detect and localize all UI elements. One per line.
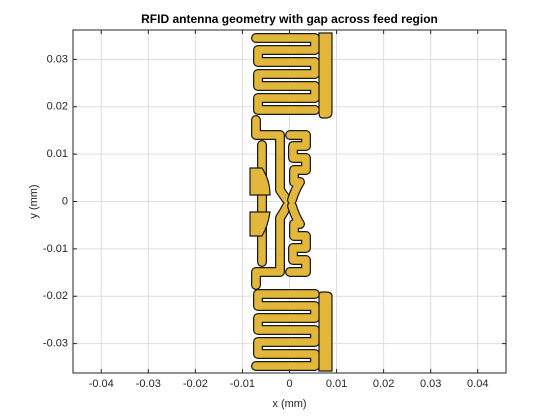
antenna-trace [252,34,319,114]
x-tick-label: -0.02 [183,378,208,390]
x-tick-label: 0.02 [373,378,394,390]
y-tick-label: 0.01 [47,148,68,160]
x-tick-label: 0.03 [420,378,441,390]
antenna-pad [249,211,271,237]
y-tick-label: 0.02 [47,101,68,113]
antenna-trace [286,131,310,276]
x-tick-label: 0.01 [326,378,347,390]
y-tick-label: 0.03 [47,53,68,65]
chart-title: RFID antenna geometry with gap across fe… [141,12,438,26]
antenna-strip [318,291,333,372]
antenna-trace [252,116,291,289]
antenna-trace [252,290,319,370]
x-axis-label: x (mm) [272,398,306,410]
y-axis-label: y (mm) [28,184,40,218]
x-tick-label: 0.04 [467,378,488,390]
y-tick-label: -0.02 [43,290,68,302]
antenna-pad [249,167,271,196]
y-tick-label: 0 [62,195,68,207]
x-tick-label: -0.01 [230,378,255,390]
y-tick-label: -0.01 [43,243,68,255]
x-tick-label: -0.04 [89,378,114,390]
x-tick-label: 0 [286,378,292,390]
x-tick-label: -0.03 [136,378,161,390]
y-tick-label: -0.03 [43,338,68,350]
antenna [249,32,333,372]
antenna-strip [318,32,333,119]
